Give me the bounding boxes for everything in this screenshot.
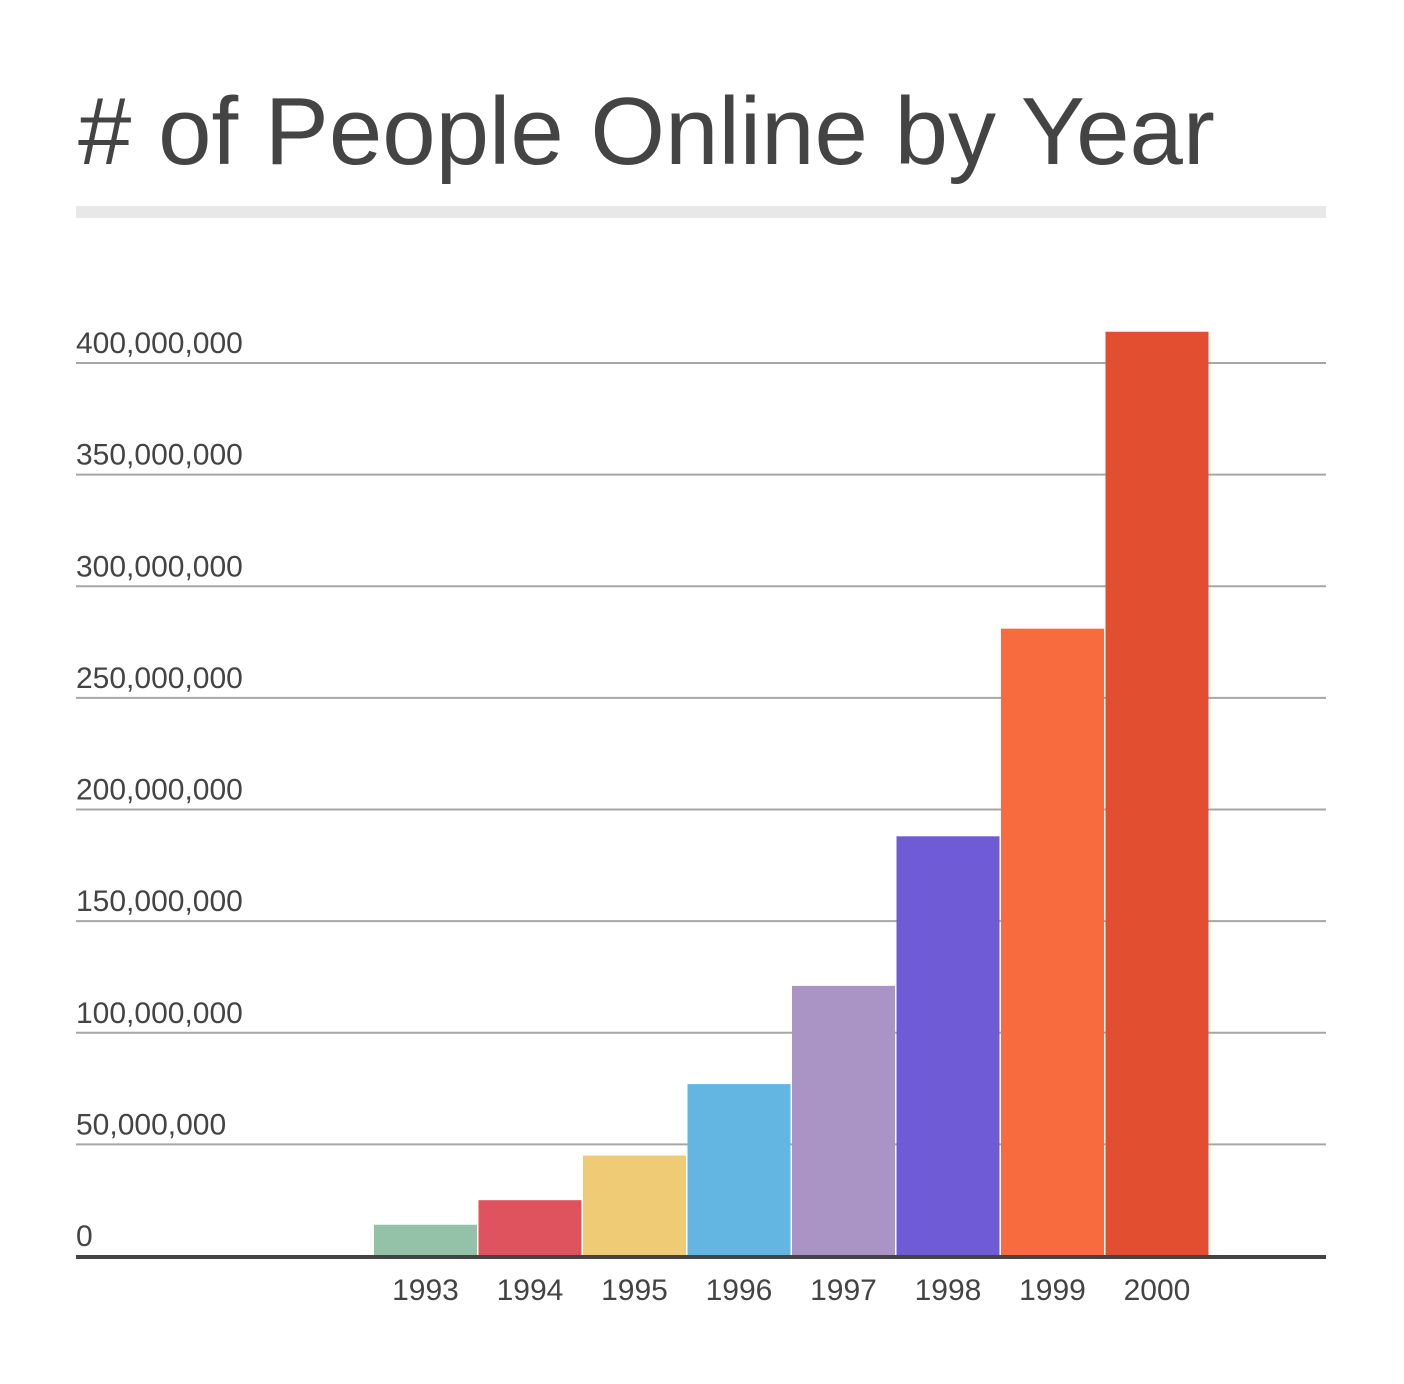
y-tick-label: 200,000,000 [76, 774, 243, 807]
y-tick-label: 150,000,000 [76, 885, 243, 918]
bar-1997 [792, 985, 895, 1256]
y-tick-label: 50,000,000 [76, 1108, 226, 1141]
y-tick-label: 250,000,000 [76, 662, 243, 695]
y-tick-label: 0 [76, 1220, 93, 1253]
chart-title: # of People Online by Year [78, 78, 1215, 185]
bars [374, 331, 1209, 1256]
x-tick-label: 2000 [1124, 1274, 1191, 1307]
x-tick-label: 1995 [601, 1274, 668, 1307]
x-tick-label: 1999 [1019, 1274, 1086, 1307]
x-tick-label: 1998 [915, 1274, 982, 1307]
y-tick-label: 100,000,000 [76, 997, 243, 1030]
bar-1994 [478, 1200, 582, 1256]
bar-1995 [583, 1155, 686, 1256]
y-axis-labels: 0 50,000,000 100,000,000 150,000,000 200,000… [76, 327, 243, 1253]
x-tick-label: 1997 [810, 1274, 877, 1307]
bar-1996 [687, 1084, 791, 1256]
x-tick-label: 1994 [497, 1274, 564, 1307]
y-tick-label: 300,000,000 [76, 550, 243, 583]
bar-1993 [374, 1224, 477, 1256]
x-tick-label: 1996 [706, 1274, 773, 1307]
bar-2000 [1105, 331, 1209, 1256]
y-tick-label: 400,000,000 [76, 327, 243, 360]
title-divider [76, 206, 1326, 218]
bar-1999 [1001, 628, 1104, 1256]
x-tick-label: 1993 [392, 1274, 459, 1307]
x-axis-labels: 1993 1994 1995 1996 1997 1998 1999 2000 [392, 1274, 1190, 1307]
y-tick-label: 350,000,000 [76, 439, 243, 472]
bar-1998 [896, 836, 1000, 1256]
